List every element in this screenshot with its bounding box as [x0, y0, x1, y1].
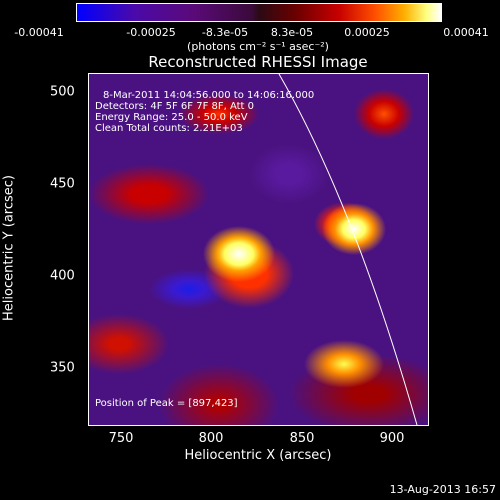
info-clean: Clean Total counts: 2.21E+03 — [95, 123, 243, 134]
colorbar — [76, 3, 442, 22]
y-axis-label: Heliocentric Y (arcsec) — [1, 175, 17, 321]
info-detectors: Detectors: 4F 5F 6F 7F 8F, Att 0 — [95, 101, 255, 112]
y-tick: 350 — [50, 360, 75, 376]
y-tick: 450 — [50, 176, 75, 192]
info-energy: Energy Range: 25.0 - 50.0 keV — [95, 112, 248, 123]
x-tick: 800 — [198, 431, 224, 446]
colorbar-tick: -0.00025 — [126, 26, 176, 39]
x-tick: 750 — [108, 431, 134, 446]
colorbar-tick: -0.00041 — [14, 26, 64, 39]
x-tick: 900 — [379, 431, 405, 446]
x-tick: 850 — [289, 431, 315, 446]
colorbar-units: (photons cm⁻² s⁻¹ asec⁻²) — [187, 40, 329, 53]
rhessi-image: 8-Mar-2011 14:04:56.000 to 14:06:16.000 … — [88, 73, 429, 426]
peak-position: Position of Peak = [897,423] — [95, 398, 238, 409]
colorbar-tick: 8.3e-05 — [270, 26, 314, 39]
colorbar-tick: 0.00041 — [443, 26, 489, 39]
generation-date: 13-Aug-2013 16:57 — [389, 483, 496, 496]
x-axis-label: Heliocentric X (arcsec) — [184, 448, 332, 463]
y-tick: 500 — [50, 84, 75, 100]
colorbar-tick: -8.3e-05 — [201, 26, 249, 39]
info-time: 8-Mar-2011 14:04:56.000 to 14:06:16.000 — [103, 90, 315, 101]
colorbar-tick: 0.00025 — [344, 26, 390, 39]
limb-line — [278, 74, 418, 425]
y-tick: 400 — [50, 268, 75, 284]
plot-title: Reconstructed RHESSI Image — [148, 53, 368, 71]
solar-limb — [278, 74, 418, 425]
